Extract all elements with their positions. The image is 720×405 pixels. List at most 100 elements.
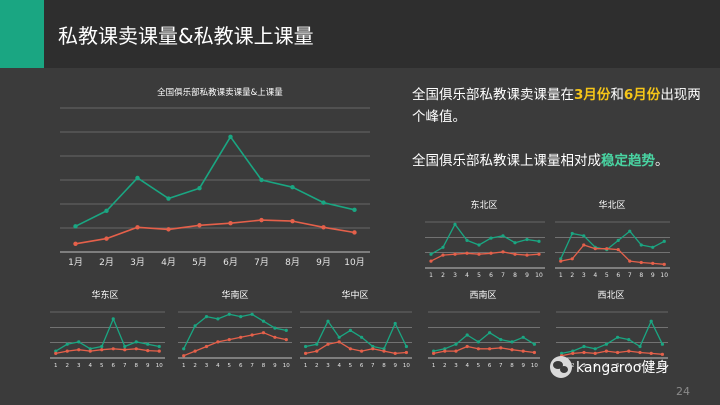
chart-7: 西南区 1 2 3 4 5 6 7 8 9 10 xyxy=(428,289,540,369)
data-point xyxy=(250,312,254,316)
data-point xyxy=(157,344,161,349)
chart-title: 西北区 xyxy=(597,290,624,301)
x-tick-label: 3月 xyxy=(130,257,145,268)
data-point xyxy=(259,177,264,183)
x-tick-label: 8 xyxy=(639,272,643,279)
data-point xyxy=(337,335,341,339)
header-bar xyxy=(0,0,720,68)
data-point xyxy=(100,348,104,352)
summary-1-mid: 和 xyxy=(610,87,624,103)
data-point xyxy=(537,252,541,256)
data-point xyxy=(582,234,586,238)
data-point xyxy=(182,354,186,358)
data-point xyxy=(638,344,642,349)
data-point xyxy=(273,335,277,339)
data-point xyxy=(443,347,447,351)
data-point xyxy=(304,351,308,355)
data-point xyxy=(100,344,104,349)
summary-1-highlight-march: 3月份 xyxy=(574,87,611,103)
page-number: 24 xyxy=(676,385,690,398)
x-tick-label: 1 xyxy=(559,272,563,279)
data-point xyxy=(488,347,492,351)
x-tick-label: 4 xyxy=(465,363,469,369)
data-point xyxy=(157,349,161,353)
x-tick-label: 10 xyxy=(535,272,543,279)
data-point xyxy=(284,338,288,342)
data-point xyxy=(197,223,202,228)
x-tick-label: 2 xyxy=(570,272,574,279)
data-point xyxy=(371,344,375,349)
data-point xyxy=(315,349,319,353)
x-tick-label: 7 xyxy=(123,363,127,369)
data-point xyxy=(560,351,564,355)
series-line-1 xyxy=(55,318,160,352)
x-tick-label: 5 xyxy=(477,363,481,369)
x-tick-label: 4 xyxy=(89,363,93,369)
wechat-icon xyxy=(550,356,572,378)
data-point xyxy=(476,347,480,351)
x-tick-label: 4 xyxy=(593,363,597,369)
data-point xyxy=(104,208,109,214)
data-point xyxy=(123,344,127,349)
data-point xyxy=(304,344,308,349)
x-tick-label: 1 xyxy=(429,272,433,279)
data-point xyxy=(532,342,537,346)
data-point xyxy=(465,333,469,337)
data-point xyxy=(559,257,563,261)
data-point xyxy=(146,342,150,346)
data-point xyxy=(453,252,457,256)
x-tick-label: 5月 xyxy=(192,257,207,268)
data-point xyxy=(227,338,231,342)
x-tick-label: 9月 xyxy=(316,257,331,268)
data-point xyxy=(616,350,620,355)
series-line-1 xyxy=(183,313,287,350)
summary-line-1: 全国俱乐部私教课卖课量在3月份和6月份出现两个峰值。 xyxy=(412,84,708,128)
data-point xyxy=(525,237,529,242)
x-tick-label: 1 xyxy=(182,363,186,369)
data-point xyxy=(352,230,357,235)
x-tick-label: 10 xyxy=(403,363,410,369)
x-tick-label: 4 xyxy=(216,363,220,369)
data-point xyxy=(337,340,341,344)
x-tick-label: 8 xyxy=(510,363,514,369)
series-line-1 xyxy=(305,320,407,350)
summary-1-pre: 全国俱乐部私教课卖课量在 xyxy=(412,87,574,103)
data-point xyxy=(501,234,505,238)
data-point xyxy=(135,225,140,230)
x-tick-label: 5 xyxy=(605,363,609,369)
data-point xyxy=(259,217,264,223)
data-point xyxy=(525,253,529,257)
data-point xyxy=(193,324,197,328)
data-point xyxy=(662,239,666,243)
data-point xyxy=(465,251,469,255)
data-point xyxy=(284,328,288,332)
data-point xyxy=(593,347,597,351)
x-tick-label: 6 xyxy=(616,363,620,369)
data-point xyxy=(348,347,352,351)
data-point xyxy=(134,347,138,351)
data-point xyxy=(65,349,69,353)
data-point xyxy=(465,344,469,349)
chart-4: 华东区 1 2 3 4 5 6 7 8 9 10 xyxy=(50,289,165,369)
data-point xyxy=(443,349,447,353)
data-point xyxy=(321,200,326,205)
data-point xyxy=(660,342,665,346)
series-line-2 xyxy=(430,251,540,262)
x-tick-label: 9 xyxy=(651,272,655,279)
data-point xyxy=(239,315,243,319)
data-point xyxy=(228,134,233,139)
data-point xyxy=(216,340,220,344)
series-line-2 xyxy=(305,341,407,355)
x-tick-label: 5 xyxy=(349,363,353,369)
series-line-1 xyxy=(433,332,535,352)
data-point xyxy=(204,344,209,349)
x-tick-label: 6 xyxy=(112,363,116,369)
data-point xyxy=(510,348,514,352)
summary-1-post: 出现两个峰值。 xyxy=(412,87,701,125)
x-tick-label: 3 xyxy=(582,363,586,369)
x-tick-label: 7 xyxy=(627,363,631,369)
x-tick-label: 5 xyxy=(100,363,104,369)
data-point xyxy=(662,262,666,266)
accent-block xyxy=(0,0,44,68)
